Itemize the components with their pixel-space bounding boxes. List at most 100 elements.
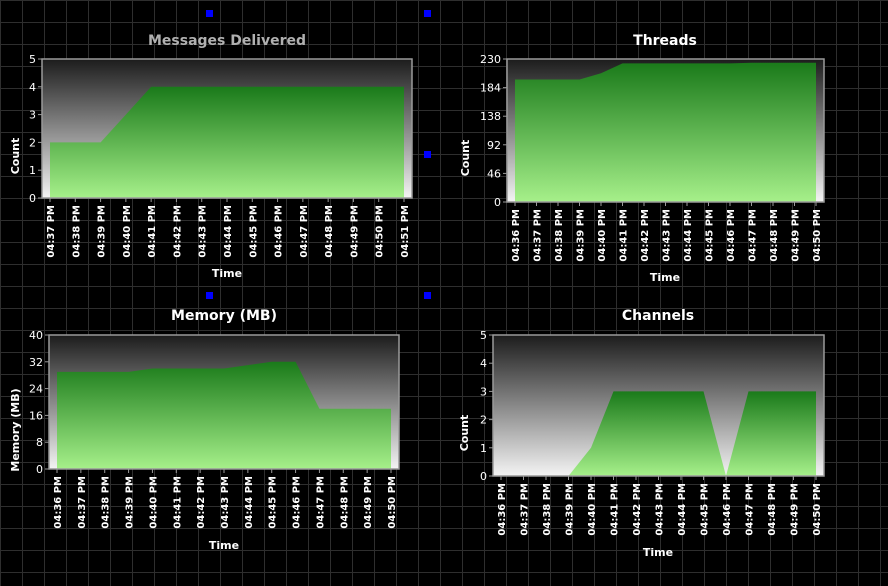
data-point (201, 86, 203, 88)
data-point (318, 408, 320, 410)
data-point (151, 367, 153, 369)
chart-panel: 0 1 2 3 4 5 04:37 PM 04:38 PM 04:39 PM 04:40 PM 04… (9, 33, 413, 280)
x-tick-label: 04:47 PM (299, 205, 310, 258)
y-tick-label: 32 (29, 356, 43, 369)
x-tick-label: 04:38 PM (542, 483, 553, 536)
data-point (557, 78, 559, 80)
y-axis-label: Count (9, 138, 22, 175)
x-tick-label: 04:41 PM (619, 209, 630, 262)
x-tick-label: 04:37 PM (520, 483, 531, 536)
y-axis-label: Count (458, 415, 471, 452)
resize-handle[interactable] (424, 10, 431, 17)
data-point (271, 361, 273, 363)
x-tick-label: 04:42 PM (196, 476, 207, 529)
data-point (104, 371, 106, 373)
y-tick-label: 16 (29, 409, 43, 422)
y-tick-label: 46 (487, 167, 501, 180)
data-point (127, 371, 129, 373)
x-tick-label: 04:41 PM (172, 476, 183, 529)
data-point (657, 390, 659, 392)
resize-handle[interactable] (424, 292, 431, 299)
data-point (815, 62, 817, 64)
data-point (792, 390, 794, 392)
x-tick-label: 04:40 PM (597, 209, 608, 262)
y-tick-label: 138 (480, 110, 501, 123)
x-tick-label: 04:42 PM (172, 205, 183, 258)
y-axis-label: Memory (MB) (9, 388, 22, 471)
data-point (612, 390, 614, 392)
data-point (294, 361, 296, 363)
data-point (56, 371, 58, 373)
x-tick-label: 04:43 PM (198, 205, 209, 258)
data-point (390, 408, 392, 410)
data-point (80, 371, 82, 373)
resize-handle[interactable] (206, 10, 213, 17)
chart-title: Memory (MB) (171, 308, 277, 324)
x-tick-label: 04:42 PM (632, 483, 643, 536)
data-point (772, 62, 774, 64)
data-point (770, 390, 772, 392)
data-point (621, 62, 623, 64)
y-tick-label: 5 (480, 329, 487, 342)
data-point (750, 62, 752, 64)
data-point (125, 113, 127, 115)
x-tick-label: 04:51 PM (400, 205, 411, 258)
x-tick-label: 04:47 PM (748, 209, 759, 262)
y-tick-label: 0 (494, 196, 501, 209)
chart-panel: 0 8 16 24 32 40 04:36 PM 04:37 PM 04:38 PM 04:39 … (9, 308, 400, 552)
data-point (664, 62, 666, 64)
chart-panel: 0 46 92 138 184 230 04:36 PM 04:37 PM 04:38 PM 04… (459, 33, 825, 284)
y-tick-label: 230 (480, 53, 501, 66)
data-point (150, 86, 152, 88)
x-tick-label: 04:43 PM (662, 209, 673, 262)
data-point (175, 86, 177, 88)
chart-title: Channels (622, 308, 694, 324)
x-tick-label: 04:39 PM (576, 209, 587, 262)
data-point (366, 408, 368, 410)
y-tick-label: 0 (29, 192, 36, 205)
data-point (251, 86, 253, 88)
data-point (578, 78, 580, 80)
x-tick-label: 04:46 PM (274, 205, 285, 258)
data-point (793, 62, 795, 64)
y-axis-label: Count (459, 140, 472, 177)
chart-title: Threads (633, 33, 697, 49)
x-tick-label: 04:48 PM (339, 476, 350, 529)
x-tick-label: 04:41 PM (610, 483, 621, 536)
data-point (223, 367, 225, 369)
resize-handle[interactable] (424, 151, 431, 158)
data-point (378, 86, 380, 88)
data-point (276, 86, 278, 88)
y-tick-label: 3 (29, 109, 36, 122)
x-tick-label: 04:47 PM (745, 483, 756, 536)
data-point (352, 86, 354, 88)
x-tick-label: 04:50 PM (387, 476, 398, 529)
x-tick-label: 04:39 PM (565, 483, 576, 536)
x-tick-label: 04:40 PM (148, 476, 159, 529)
x-tick-label: 04:44 PM (223, 205, 234, 258)
x-tick-label: 04:39 PM (97, 205, 108, 258)
y-tick-label: 5 (29, 53, 36, 66)
y-tick-label: 2 (480, 414, 487, 427)
x-tick-label: 04:36 PM (511, 209, 522, 262)
x-tick-label: 04:46 PM (292, 476, 303, 529)
series-area (515, 62, 816, 202)
x-tick-label: 04:42 PM (640, 209, 651, 262)
x-tick-label: 04:36 PM (53, 476, 64, 529)
series-area (50, 86, 404, 198)
resize-handle[interactable] (206, 292, 213, 299)
x-tick-label: 04:44 PM (244, 476, 255, 529)
chart-panel: 0 1 2 3 4 5 04:36 PM 04:37 PM 04:38 PM 04:39 PM 04… (458, 308, 825, 559)
x-tick-label: 04:48 PM (769, 209, 780, 262)
data-point (643, 62, 645, 64)
y-tick-label: 92 (487, 139, 501, 152)
series-area (501, 391, 816, 476)
data-point (590, 447, 592, 449)
x-axis-label: Time (643, 546, 673, 559)
data-point (600, 72, 602, 74)
x-tick-label: 04:47 PM (315, 476, 326, 529)
x-tick-label: 04:39 PM (125, 476, 136, 529)
data-point (247, 364, 249, 366)
x-tick-label: 04:37 PM (77, 476, 88, 529)
